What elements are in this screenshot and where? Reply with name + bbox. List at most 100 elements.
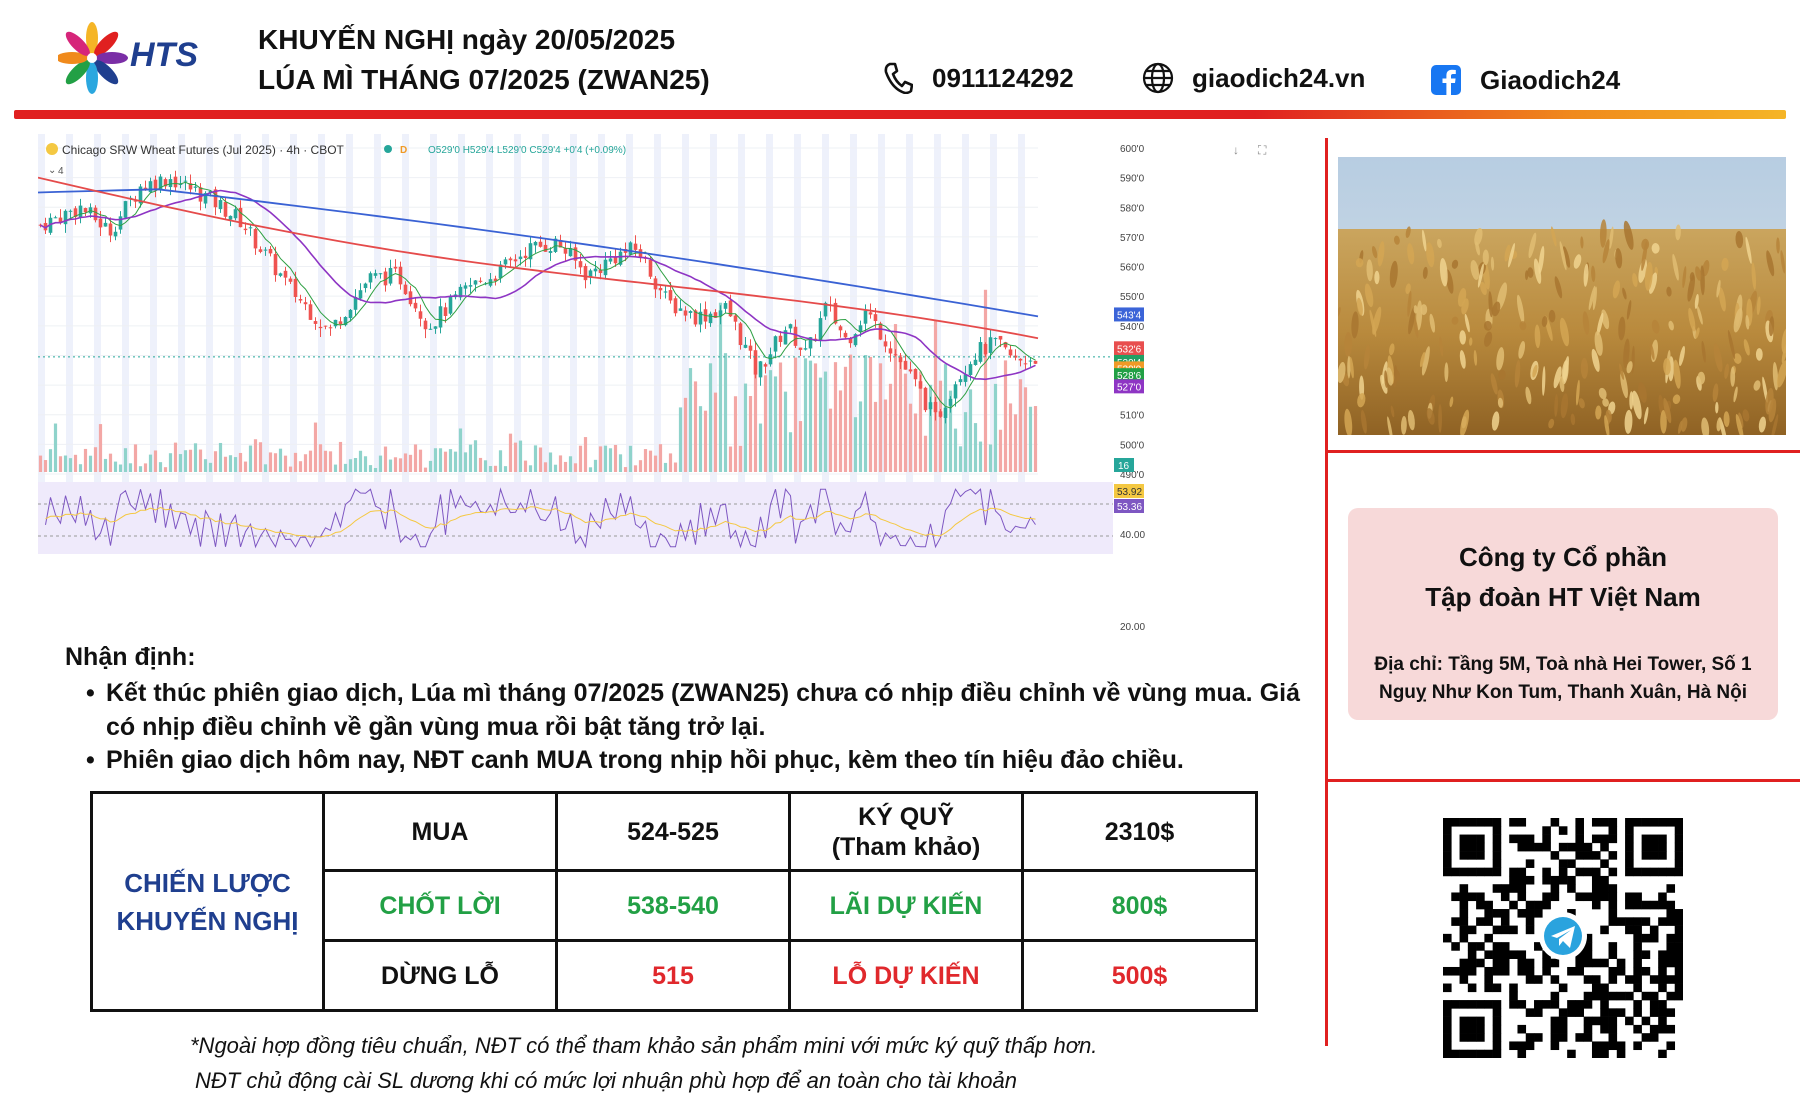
price-tag-label: 532'6 [1117, 344, 1142, 355]
volume-bar [263, 464, 268, 472]
download-icon[interactable]: ↓ [1233, 143, 1239, 157]
indicator-count[interactable]: 4 [58, 166, 64, 177]
wheat-stalk [1360, 409, 1367, 434]
volume-bar [353, 457, 358, 472]
qr-module [1484, 818, 1493, 827]
volume-bar [793, 357, 798, 472]
wheat-stalk [1457, 288, 1467, 307]
volume-bar [288, 466, 293, 472]
qr-module [1625, 975, 1634, 984]
wheat-stalk [1602, 398, 1609, 407]
wheat-stalk [1429, 313, 1436, 333]
volume-bar [1013, 414, 1018, 472]
price-axis: 600'0 590'0 580'0 570'0 560'0 550'0 540'0 510'0… [1114, 144, 1145, 633]
collapse-icon[interactable]: ⌄ [48, 165, 56, 176]
fullscreen-icon[interactable]: ⛶ [1257, 143, 1267, 157]
wheat-stalk [1541, 316, 1548, 327]
wheat-stalk [1629, 391, 1634, 410]
wheat-stalk [1594, 331, 1603, 356]
candle-body [633, 243, 638, 250]
volume-bar [1008, 403, 1013, 472]
qr-module [1550, 1000, 1560, 1009]
candle-body [958, 379, 963, 383]
wheat-stalk [1355, 258, 1364, 268]
wheat-stalk [1338, 362, 1346, 383]
qr-module [1558, 1008, 1568, 1017]
qr-module [1550, 851, 1560, 860]
session-band [878, 134, 885, 554]
rsi-line [45, 487, 1036, 549]
qr-module [1525, 975, 1535, 984]
session-band [682, 134, 689, 554]
candle-body [153, 179, 158, 191]
wheat-stalk [1390, 405, 1395, 418]
candle-body [253, 229, 258, 249]
candle-body [448, 296, 453, 314]
facebook-link[interactable]: Giaodich24 [1480, 64, 1621, 95]
phone-number[interactable]: 0911124292 [932, 62, 1074, 93]
volume-bar [478, 457, 483, 472]
qr-module [1608, 1033, 1618, 1042]
qr-module [1608, 975, 1618, 984]
volume-bar [613, 444, 618, 472]
qr-module [1583, 933, 1593, 943]
qr-module [1467, 818, 1477, 827]
qr-module [1492, 826, 1502, 835]
qr-module [1550, 818, 1560, 827]
contact-facebook[interactable]: Giaodich24 [1428, 62, 1620, 98]
price-chart[interactable]: 600'0 590'0 580'0 570'0 560'0 550'0 540'0 510'0… [38, 134, 1320, 636]
qr-code-image[interactable] [1443, 818, 1684, 1059]
qr-module [1534, 1000, 1543, 1009]
volume-bar [583, 437, 588, 472]
wheat-stalk [1727, 330, 1736, 359]
wheat-stalk [1405, 283, 1411, 295]
candle-body [823, 302, 828, 317]
session-band [262, 134, 269, 554]
wheat-stalk [1591, 348, 1600, 372]
volume-bar [523, 460, 528, 472]
volume-bar [993, 383, 998, 472]
qr-module [1649, 1000, 1659, 1009]
candle-body [668, 290, 673, 301]
volume-bar [283, 455, 288, 472]
qr-module [1591, 892, 1601, 902]
candle-body [203, 193, 208, 204]
rsi-signal-line [45, 506, 1036, 538]
qr-module [1509, 818, 1518, 827]
session-band [794, 134, 801, 554]
session-band [654, 134, 661, 554]
contact-website[interactable]: giaodich24.vn [1140, 60, 1365, 96]
volume-bar [848, 354, 853, 472]
candle-body [498, 264, 503, 279]
volume-bar [698, 406, 703, 472]
telegram-icon [1539, 912, 1587, 960]
qr-module [1451, 1000, 1460, 1009]
telegram-qr-code[interactable] [1443, 818, 1684, 1059]
wheat-stalk [1660, 410, 1667, 434]
volume-bar [113, 461, 118, 472]
qr-module [1658, 950, 1667, 959]
qr-module [1550, 892, 1560, 902]
contact-phone[interactable]: 0911124292 [880, 60, 1074, 96]
candle-body [948, 398, 953, 406]
candle-body [1003, 342, 1008, 348]
wheat-stalk [1338, 306, 1341, 317]
wheat-stalk [1604, 415, 1610, 435]
chart-canvas[interactable]: 600'0 590'0 580'0 570'0 560'0 550'0 540'0 510'0… [38, 134, 1320, 636]
qr-module [1600, 842, 1609, 852]
website-link[interactable]: giaodich24.vn [1192, 62, 1366, 93]
wheat-stalk [1419, 352, 1426, 368]
company-name-line2: Tập đoàn HT Việt Nam [1425, 582, 1701, 612]
volume-bar [103, 458, 108, 472]
candle-body [118, 216, 123, 230]
volume-bar [123, 448, 128, 472]
qr-module [1525, 1041, 1535, 1051]
candle-body [933, 401, 938, 413]
ohlc-readout: O529'0 H529'4 L529'0 C529'4 +0'4 (+0.09%… [428, 145, 626, 156]
wheat-stalk [1426, 242, 1435, 268]
qr-module [1641, 950, 1651, 959]
wheat-stalk [1389, 343, 1395, 356]
candle-body [193, 186, 198, 188]
wheat-stalk [1504, 244, 1511, 262]
session-band [850, 134, 857, 554]
